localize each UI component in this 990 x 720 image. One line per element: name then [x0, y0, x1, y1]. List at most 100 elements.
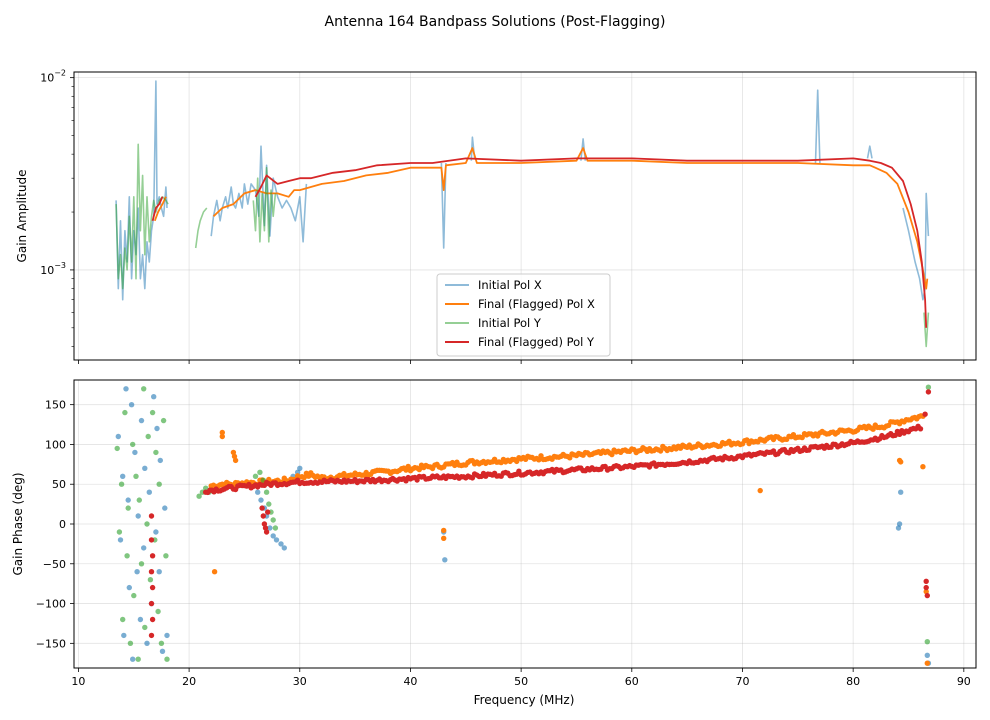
phase-point-initial-pol-y — [136, 497, 142, 503]
phase-point-initial-pol-x — [144, 640, 150, 646]
phase-point-initial-pol-x — [896, 521, 903, 527]
phase-ytick-label-4: −50 — [43, 558, 66, 571]
phase-point-initial-pol-x — [162, 505, 168, 511]
phase-point-final-flagged-pol-y — [148, 632, 155, 639]
phase-point-final-flagged-pol-y — [924, 592, 930, 599]
amp-line-initial-pol-x-2 — [440, 162, 447, 249]
phase-point-initial-pol-y — [124, 553, 130, 559]
phase-point-initial-pol-y — [122, 409, 128, 416]
phase-point-initial-pol-y — [142, 624, 148, 631]
phase-point-initial-pol-x — [141, 545, 147, 551]
phase-point-initial-pol-y — [147, 577, 154, 583]
amplitude-grid — [74, 72, 976, 360]
phase-point-initial-pol-y — [149, 409, 156, 416]
phase-point-initial-pol-x — [156, 569, 162, 575]
amp-line-final-flagged-pol-x-1 — [212, 147, 929, 290]
phase-point-final-flagged-pol-x — [219, 433, 225, 440]
phase-point-initial-pol-y — [138, 561, 145, 567]
amp-line-final-flagged-pol-y-0 — [151, 196, 164, 222]
phase-xtick-label-10: 10 — [71, 675, 85, 688]
amplitude-panel: 10−3 10−2 Gain Amplitude Initial Pol X Fi… — [15, 69, 977, 364]
phase-point-initial-pol-y — [118, 481, 125, 487]
phase-point-initial-pol-y — [203, 485, 209, 491]
phase-point-initial-pol-y — [196, 493, 202, 499]
phase-point-final-flagged-pol-x — [441, 535, 447, 541]
phase-point-initial-pol-x — [154, 425, 160, 432]
phase-point-initial-pol-y — [266, 501, 272, 507]
phase-point-initial-pol-x — [159, 648, 166, 654]
phase-point-initial-pol-x — [267, 525, 273, 531]
legend-label-final-pol-y: Final (Flagged) Pol Y — [478, 335, 595, 349]
phase-xtick-label-80: 80 — [846, 675, 860, 688]
phase-point-initial-pol-x — [137, 616, 144, 623]
phase-point-final-flagged-pol-x — [920, 464, 926, 470]
phase-point-final-flagged-pol-y — [917, 426, 924, 432]
phase-point-initial-pol-x — [164, 632, 170, 639]
phase-point-final-flagged-pol-x — [441, 527, 447, 534]
phase-point-initial-pol-y — [114, 445, 120, 452]
phase-x-label: Frequency (MHz) — [474, 693, 575, 707]
phase-point-initial-pol-x — [924, 652, 930, 658]
phase-point-initial-pol-y — [141, 386, 147, 392]
phase-point-final-flagged-pol-y — [259, 505, 265, 511]
phase-point-final-flagged-pol-x — [416, 466, 422, 473]
amp-line-initial-pol-y-3 — [923, 312, 930, 348]
phase-point-initial-pol-y — [127, 640, 134, 646]
phase-point-initial-pol-x — [273, 537, 280, 543]
phase-point-initial-pol-x — [281, 545, 287, 551]
amplitude-series — [115, 80, 930, 348]
phase-point-initial-pol-x — [132, 449, 138, 456]
phase-xtick-label-20: 20 — [182, 675, 196, 688]
phase-point-final-flagged-pol-y — [148, 513, 155, 519]
phase-point-initial-pol-y — [270, 517, 276, 523]
phase-point-final-flagged-pol-x — [211, 569, 218, 575]
phase-point-final-flagged-pol-y — [923, 578, 929, 584]
phase-point-initial-pol-x — [128, 402, 135, 408]
phase-xtick-label-50: 50 — [514, 675, 528, 688]
phase-point-initial-pol-y — [131, 592, 137, 599]
amp-line-initial-pol-x-7 — [902, 192, 930, 301]
phase-point-initial-pol-y — [156, 481, 162, 487]
phase-point-initial-pol-x — [146, 489, 152, 495]
phase-series — [114, 384, 932, 666]
amp-line-initial-pol-x-6 — [866, 145, 873, 159]
phase-x-ticks: 10 20 30 40 50 60 70 80 90 — [71, 668, 971, 688]
phase-point-final-flagged-pol-y — [265, 509, 271, 515]
phase-point-final-flagged-pol-x — [870, 426, 876, 432]
phase-point-initial-pol-x — [121, 632, 127, 639]
phase-point-final-flagged-pol-y — [925, 389, 932, 395]
phase-point-initial-pol-y — [160, 417, 167, 424]
phase-point-initial-pol-y — [120, 616, 126, 623]
amp-ytick-label-1: 10−2 — [40, 69, 66, 85]
amp-line-initial-pol-y-1 — [194, 207, 208, 249]
phase-point-initial-pol-x — [153, 529, 159, 535]
phase-point-initial-pol-x — [270, 533, 276, 539]
amplitude-x-ticks — [78, 360, 965, 364]
legend-label-final-pol-x: Final (Flagged) Pol X — [478, 297, 595, 311]
phase-point-initial-pol-x — [135, 513, 141, 519]
legend-box — [436, 273, 611, 357]
phase-xtick-label-90: 90 — [957, 675, 971, 688]
amplitude-axes-frame — [73, 71, 977, 361]
legend-label-initial-pol-y: Initial Pol Y — [478, 316, 542, 330]
phase-point-initial-pol-y — [125, 505, 131, 511]
phase-point-initial-pol-y — [252, 473, 259, 479]
phase-point-initial-pol-y — [263, 489, 270, 495]
phase-xtick-label-60: 60 — [625, 675, 639, 688]
amplitude-y-label: Gain Amplitude — [15, 170, 29, 263]
phase-grid — [74, 380, 976, 668]
phase-point-initial-pol-x — [157, 457, 163, 464]
phase-xtick-label-70: 70 — [735, 675, 749, 688]
phase-point-final-flagged-pol-y — [922, 411, 928, 417]
phase-point-final-flagged-pol-y — [260, 513, 266, 519]
phase-xtick-label-30: 30 — [293, 675, 307, 688]
amp-line-initial-pol-x-1 — [210, 145, 308, 243]
phase-point-initial-pol-x — [138, 417, 145, 424]
phase-point-final-flagged-pol-x — [799, 434, 805, 441]
phase-point-final-flagged-pol-x — [219, 429, 225, 436]
phase-point-initial-pol-x — [125, 497, 131, 503]
phase-point-initial-pol-x — [151, 394, 157, 400]
phase-point-final-flagged-pol-y — [148, 537, 155, 543]
phase-point-initial-pol-y — [924, 639, 930, 645]
